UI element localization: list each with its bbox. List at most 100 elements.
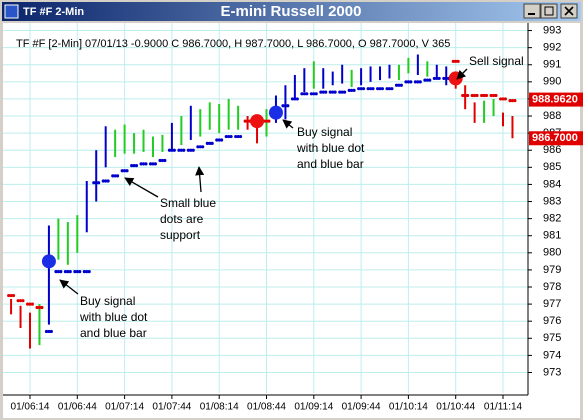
y-tick-label: 986: [543, 144, 561, 156]
indicator-dot: [47, 329, 51, 334]
indicator-dot: [189, 148, 193, 152]
x-tick-label: 01/11:14: [484, 402, 523, 413]
window-icon: [4, 4, 19, 19]
indicator-dot: [238, 134, 243, 139]
indicator-dot: [115, 174, 120, 178]
indicator-dot: [130, 164, 134, 168]
x-tick-label: 01/08:44: [247, 402, 286, 413]
x-tick-label: 01/09:14: [294, 402, 333, 413]
annotation-arrow: [282, 119, 294, 129]
indicator-dot: [21, 299, 25, 303]
x-tick-label: 01/06:14: [11, 402, 50, 413]
indicator-dot: [229, 134, 233, 139]
indicator-dot: [170, 148, 174, 152]
indicator-dot: [141, 162, 146, 166]
indicator-dot: [319, 90, 323, 94]
indicator-dot: [236, 134, 240, 139]
minimize-button[interactable]: [523, 3, 541, 19]
x-tick-label: 01/06:44: [58, 402, 97, 413]
x-axis-area: [3, 395, 580, 418]
x-tick-label: 01/08:14: [200, 402, 239, 413]
indicator-dot: [7, 293, 11, 298]
y-tick-label: 993: [543, 24, 561, 36]
indicator-dot: [234, 134, 238, 139]
indicator-dot: [87, 270, 91, 274]
x-tick-label: 01/10:44: [436, 402, 475, 413]
indicator-dot: [92, 181, 96, 185]
indicator-dot: [513, 99, 517, 103]
maximize-button[interactable]: [540, 3, 558, 19]
signal-dot: [448, 71, 463, 86]
y-tick-label: 978: [543, 281, 561, 293]
indicator-dot: [397, 83, 401, 87]
y-tick-label: 975: [543, 332, 561, 344]
indicator-dot: [37, 305, 42, 310]
indicator-dot: [368, 87, 373, 91]
indicator-dot: [182, 148, 186, 152]
indicator-dot: [357, 87, 361, 91]
indicator-dot: [491, 93, 496, 98]
indicator-dot: [106, 179, 110, 183]
indicator-dot: [416, 80, 420, 84]
y-tick-label: 992: [543, 42, 561, 54]
indicator-dot: [120, 169, 124, 173]
y-tick-label: 980: [543, 247, 561, 259]
indicator-dot: [302, 92, 306, 96]
annotation-text: Small blue: [160, 196, 216, 210]
indicator-dot: [387, 87, 392, 91]
annotation-text: Sell signal: [469, 54, 524, 68]
indicator-dot: [499, 97, 503, 101]
indicator-dot: [361, 87, 366, 91]
indicator-dot: [380, 87, 385, 91]
indicator-dot: [68, 270, 72, 274]
indicator-dot: [461, 93, 465, 98]
indicator-dot: [347, 88, 351, 92]
indicator-dot: [451, 59, 455, 63]
indicator-dot: [333, 90, 337, 94]
y-tick-label: 990: [543, 76, 561, 88]
indicator-dot: [243, 119, 247, 123]
indicator-dot: [418, 80, 422, 84]
indicator-dot: [385, 87, 389, 91]
indicator-dot: [425, 78, 429, 82]
indicator-dot: [177, 148, 181, 152]
y-tick-label: 981: [543, 230, 561, 242]
indicator-dot: [473, 93, 477, 98]
indicator-dot: [314, 92, 318, 96]
indicator-dot: [160, 158, 165, 163]
indicator-dot: [394, 83, 399, 87]
indicator-dot: [328, 90, 332, 94]
indicator-dot: [153, 162, 157, 166]
y-tick-label: 984: [543, 178, 561, 190]
chart-subtitle: TF #F [2-Min] 07/01/13 -0.9000 C 986.700…: [16, 38, 450, 50]
indicator-dot: [9, 293, 13, 298]
indicator-dot: [35, 305, 39, 310]
indicator-dot: [16, 299, 20, 303]
indicator-dot: [151, 162, 155, 166]
indicator-dot: [293, 97, 297, 101]
annotation-arrow: [124, 177, 159, 198]
indicator-dot: [201, 145, 205, 149]
indicator-dot: [167, 148, 172, 152]
indicator-dot: [30, 302, 34, 306]
indicator-dot: [470, 93, 474, 98]
indicator-dot: [208, 141, 212, 145]
y-tick-label: 976: [543, 315, 561, 327]
indicator-dot: [480, 93, 484, 98]
signal-dot: [41, 254, 56, 269]
indicator-dot: [283, 104, 288, 108]
indicator-dot: [198, 145, 202, 149]
annotation-text: support: [160, 228, 201, 242]
indicator-dot: [179, 148, 183, 152]
indicator-dot: [28, 302, 32, 306]
y-tick-label: 983: [543, 195, 561, 207]
indicator-dot: [44, 329, 49, 334]
indicator-dot: [205, 141, 209, 145]
indicator-dot: [220, 138, 224, 142]
indicator-dot: [217, 138, 221, 142]
indicator-dot: [432, 76, 436, 81]
indicator-dot: [442, 76, 446, 81]
indicator-dot: [482, 93, 486, 98]
indicator-dot: [63, 270, 68, 274]
